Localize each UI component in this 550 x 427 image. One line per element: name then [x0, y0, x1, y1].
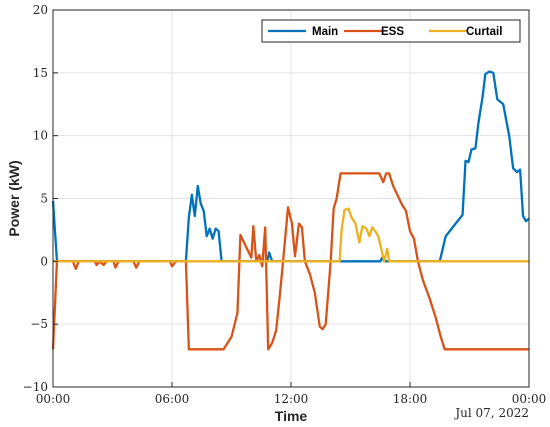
series-line-curtail — [53, 207, 529, 263]
y-tick-label: 20 — [33, 3, 48, 17]
x-tick-label: 18:00 — [393, 392, 428, 406]
legend-label-ess: ESS — [381, 26, 404, 38]
series-lines — [51, 70, 530, 351]
y-tick-label: 10 — [33, 129, 48, 143]
x-axis-title: Time — [275, 408, 308, 424]
x-tick-label: 06:00 — [155, 392, 190, 406]
y-tick-label: −10 — [23, 380, 48, 394]
y-tick-label: 5 — [40, 192, 48, 206]
x-tick-label: 00:00 — [512, 392, 547, 406]
legend-box — [261, 19, 521, 43]
y-tick-label: 0 — [40, 254, 48, 268]
y-axis-title: Power (kW) — [6, 160, 22, 236]
x-tick-label: 12:00 — [274, 392, 309, 406]
grid — [52, 9, 530, 388]
legend-label-main: Main — [312, 26, 338, 38]
legend: Main ESS Curtail — [261, 19, 521, 43]
y-tick-label: 15 — [33, 66, 48, 80]
series-line-ess — [51, 172, 529, 351]
legend-label-curtail: Curtail — [466, 26, 502, 38]
x-tick-label: 00:00 — [36, 392, 71, 406]
y-tick-label: −5 — [30, 317, 48, 331]
date-label: Jul 07, 2022 — [453, 406, 529, 420]
